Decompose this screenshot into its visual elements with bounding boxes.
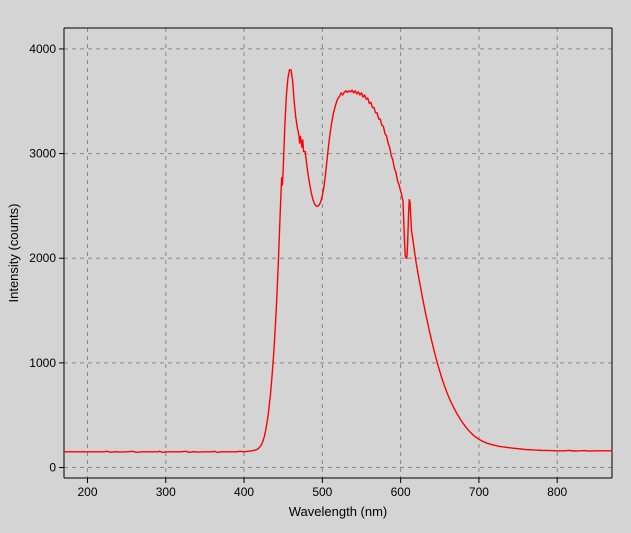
chart-background xyxy=(0,0,631,533)
x-tick-label: 700 xyxy=(469,485,489,499)
y-tick-label: 0 xyxy=(49,461,56,475)
y-tick-label: 2000 xyxy=(29,251,56,265)
y-tick-label: 1000 xyxy=(29,356,56,370)
x-tick-label: 500 xyxy=(312,485,332,499)
x-tick-label: 600 xyxy=(391,485,411,499)
y-tick-label: 3000 xyxy=(29,147,56,161)
y-axis-label: Intensity (counts) xyxy=(6,204,21,303)
x-tick-label: 300 xyxy=(156,485,176,499)
x-tick-label: 400 xyxy=(234,485,254,499)
spectrum-chart: 200 300 400 500 600 700 800 0 1000 2000 3000 4000 Wa… xyxy=(0,0,631,533)
x-tick-label: 200 xyxy=(77,485,97,499)
x-tick-label: 800 xyxy=(547,485,567,499)
x-axis-label: Wavelength (nm) xyxy=(289,504,388,519)
y-tick-label: 4000 xyxy=(29,42,56,56)
